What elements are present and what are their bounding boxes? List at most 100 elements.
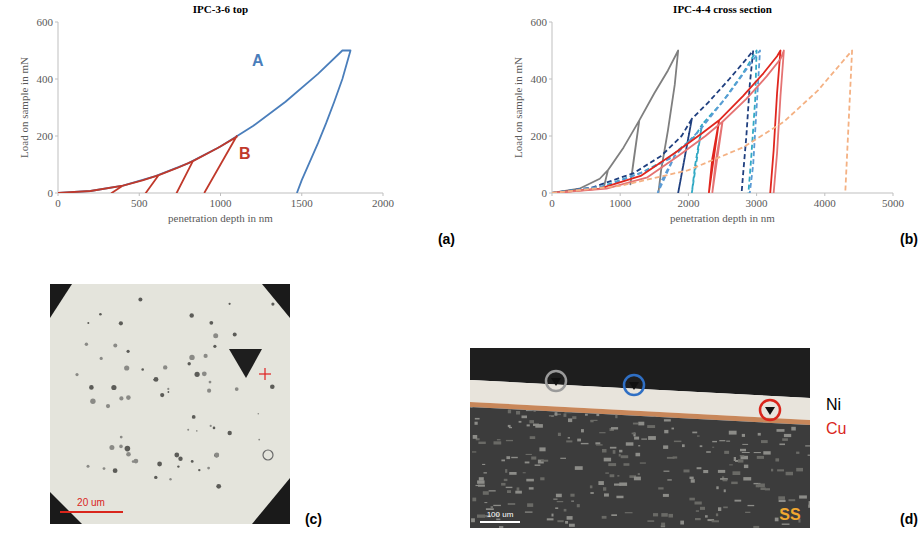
grain (775, 458, 779, 461)
surface-pore (127, 350, 130, 353)
grain (680, 521, 684, 525)
grain (682, 444, 685, 447)
surface-pore (207, 389, 211, 393)
surface-pore (87, 322, 89, 324)
grain (598, 481, 604, 485)
grain (557, 501, 564, 502)
grain (791, 427, 796, 431)
surface-pore (126, 395, 131, 400)
grain (577, 504, 580, 507)
grain (754, 452, 761, 453)
grain (501, 483, 505, 486)
x-tick (139, 193, 140, 196)
grain (647, 520, 654, 522)
surface-pore (216, 484, 221, 489)
surface-pore (235, 387, 239, 391)
grain (761, 440, 768, 443)
grain (472, 498, 476, 502)
x-tick (824, 193, 825, 196)
y-tick (549, 22, 552, 23)
grain (664, 430, 668, 433)
grain (581, 429, 584, 432)
grain (540, 477, 544, 480)
surface-pore (192, 415, 196, 419)
surface-pore (138, 298, 142, 302)
cross-mark (264, 368, 265, 380)
grain (777, 429, 785, 432)
grain (530, 436, 536, 439)
grain (726, 441, 730, 442)
grain (628, 409, 634, 410)
grain (786, 472, 793, 476)
grain (758, 484, 765, 488)
grain (667, 457, 675, 459)
image-background (50, 284, 290, 524)
grain (504, 479, 508, 481)
grain (519, 421, 522, 423)
grain (558, 433, 561, 436)
micrograph-c: 20 um(c) (50, 284, 322, 527)
grain (740, 455, 745, 457)
grain (700, 507, 705, 510)
surface-pore (119, 321, 123, 325)
surface-pore (213, 333, 218, 338)
indent-marker (546, 371, 566, 391)
indent (229, 349, 262, 378)
grain (634, 477, 641, 481)
x-tick-label: 1000 (210, 197, 233, 209)
grain (738, 459, 744, 462)
surface-pore (270, 385, 275, 390)
indent (551, 378, 561, 386)
grain (555, 412, 558, 416)
y-tick-label: 200 (531, 130, 548, 142)
grain (505, 469, 507, 473)
grain (552, 514, 554, 517)
grain (712, 447, 714, 448)
grain (808, 455, 813, 456)
grain (617, 475, 619, 477)
grain (494, 441, 502, 444)
grain (608, 463, 616, 466)
y-tick-label: 400 (531, 73, 548, 85)
grain (777, 469, 784, 471)
grain (470, 407, 472, 408)
surface-pore (190, 313, 194, 317)
grain (506, 456, 510, 459)
plot-area (552, 51, 852, 194)
grain (663, 494, 669, 497)
surface-pore (263, 450, 273, 460)
grain (590, 492, 593, 494)
x-tick (688, 193, 689, 196)
surface-pore (106, 404, 110, 408)
grain (477, 480, 485, 483)
grain (796, 468, 803, 472)
grain (547, 518, 554, 520)
grain (782, 524, 790, 525)
surface-pore (207, 467, 210, 470)
scale-bar (480, 521, 520, 523)
grain (525, 462, 530, 464)
grain (664, 419, 671, 421)
grain (570, 494, 574, 497)
grain (729, 464, 733, 465)
grain (695, 518, 701, 520)
grain (527, 424, 530, 426)
grain (731, 482, 738, 485)
indent (765, 407, 775, 415)
grain (701, 412, 707, 415)
x-tick (756, 193, 757, 196)
surface-pore (87, 465, 90, 468)
grain (716, 513, 718, 516)
grain (511, 457, 518, 458)
x-tick-label: 500 (131, 197, 148, 209)
grain (765, 488, 770, 490)
grain (581, 443, 589, 444)
grain (508, 409, 511, 413)
x-tick (301, 193, 302, 196)
grain (667, 479, 672, 480)
grain (482, 464, 485, 465)
annotation: A (252, 52, 264, 69)
grain (621, 455, 629, 458)
grain (672, 428, 675, 430)
series-line (552, 51, 780, 194)
